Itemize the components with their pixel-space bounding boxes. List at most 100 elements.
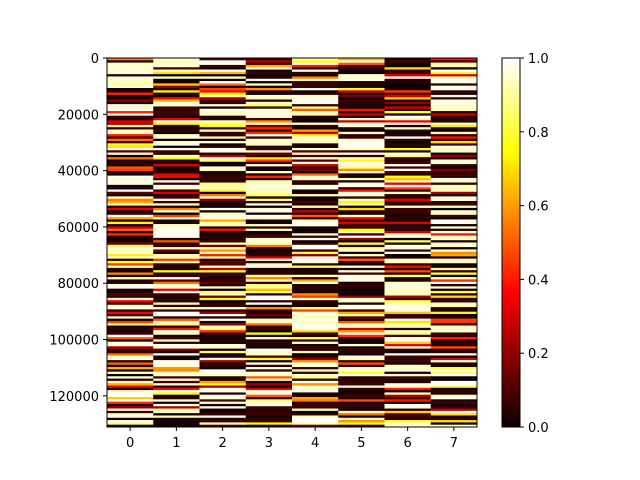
- heatmap-cell: [338, 147, 385, 151]
- heatmap-cell: [107, 221, 154, 225]
- heatmap-cell: [199, 58, 247, 61]
- heatmap-cell: [199, 166, 247, 169]
- heatmap-cell: [245, 401, 293, 405]
- heatmap-cell: [107, 60, 154, 63]
- heatmap-cell: [338, 177, 385, 181]
- heatmap-cell: [199, 60, 247, 63]
- heatmap-cell: [338, 242, 385, 246]
- heatmap-cell: [199, 141, 247, 144]
- heatmap-cell: [153, 258, 200, 262]
- heatmap-cell: [107, 380, 154, 384]
- heatmap-cell: [199, 415, 247, 419]
- heatmap-cell: [430, 339, 478, 342]
- heatmap-cell: [199, 281, 247, 285]
- heatmap-cell: [430, 131, 478, 135]
- heatmap-cell: [384, 286, 432, 289]
- heatmap-cell: [153, 207, 200, 211]
- heatmap-cell: [199, 247, 247, 250]
- heatmap-cell: [107, 113, 154, 116]
- heatmap-cell: [292, 111, 339, 114]
- heatmap-cell: [199, 138, 247, 142]
- heatmap-cell: [153, 376, 200, 379]
- heatmap-cell: [153, 378, 200, 382]
- heatmap-cell: [430, 406, 478, 409]
- heatmap-cell: [430, 237, 478, 241]
- heatmap-cell: [107, 355, 154, 359]
- heatmap-cell: [338, 357, 385, 361]
- heatmap-cell: [107, 136, 154, 140]
- heatmap-cell: [245, 362, 293, 366]
- heatmap-cell: [338, 309, 385, 312]
- heatmap-cell: [199, 424, 247, 428]
- heatmap-cell: [430, 267, 478, 271]
- heatmap-cell: [199, 371, 247, 375]
- heatmap-cell: [199, 286, 247, 289]
- heatmap-cell: [384, 290, 432, 294]
- heatmap-cell: [292, 85, 339, 89]
- heatmap-cell: [384, 120, 432, 123]
- heatmap-cell: [245, 71, 293, 75]
- heatmap-cell: [338, 302, 385, 306]
- heatmap-cell: [153, 260, 200, 264]
- heatmap-cell: [199, 147, 247, 151]
- heatmap-cell: [245, 302, 293, 306]
- heatmap-cell: [199, 106, 247, 110]
- heatmap-cell: [107, 217, 154, 220]
- heatmap-cell: [338, 230, 385, 234]
- heatmap-cell: [338, 205, 385, 209]
- heatmap-cell: [292, 157, 339, 160]
- heatmap-cell: [199, 399, 247, 402]
- heatmap-cell: [245, 127, 293, 130]
- heatmap-cell: [430, 184, 478, 188]
- heatmap-cell: [384, 71, 432, 75]
- heatmap-cell: [384, 406, 432, 409]
- heatmap-cell: [153, 318, 200, 322]
- heatmap-cell: [292, 357, 339, 361]
- heatmap-cell: [292, 325, 339, 329]
- heatmap-cell: [384, 97, 432, 100]
- heatmap-cell: [107, 256, 154, 259]
- heatmap-cell: [338, 228, 385, 232]
- heatmap-cell: [199, 390, 247, 393]
- heatmap-cell: [292, 237, 339, 241]
- heatmap-cell: [199, 168, 247, 172]
- heatmap-cell: [338, 237, 385, 241]
- heatmap-cell: [430, 157, 478, 160]
- heatmap-cell: [338, 131, 385, 135]
- heatmap-cell: [153, 284, 200, 287]
- heatmap-cell: [292, 399, 339, 402]
- heatmap-cell: [153, 113, 200, 116]
- heatmap-cell: [430, 224, 478, 227]
- heatmap-cell: [292, 141, 339, 144]
- heatmap-cell: [292, 194, 339, 197]
- heatmap-cell: [245, 394, 293, 398]
- heatmap-cell: [199, 320, 247, 324]
- heatmap-cell: [245, 270, 293, 273]
- heatmap-cell: [107, 131, 154, 135]
- x-tick-label: 7: [450, 436, 458, 451]
- heatmap-cell: [199, 339, 247, 342]
- heatmap-cell: [245, 189, 293, 193]
- heatmap-cell: [338, 226, 385, 229]
- heatmap-cell: [107, 69, 154, 73]
- heatmap-cell: [384, 157, 432, 160]
- heatmap-cell: [245, 316, 293, 319]
- heatmap-cell: [384, 217, 432, 220]
- heatmap-cell: [107, 83, 154, 86]
- heatmap-cell: [292, 235, 339, 239]
- heatmap-cell: [153, 420, 200, 423]
- heatmap-cell: [199, 71, 247, 75]
- heatmap-cell: [292, 364, 339, 368]
- heatmap-cell: [153, 171, 200, 174]
- heatmap-cell: [384, 265, 432, 269]
- heatmap-cell: [430, 313, 478, 317]
- heatmap-cell: [245, 74, 293, 77]
- heatmap-cell: [430, 390, 478, 393]
- heatmap-cell: [430, 244, 478, 248]
- heatmap-cell: [430, 258, 478, 262]
- heatmap-cell: [107, 99, 154, 103]
- heatmap-cell: [384, 78, 432, 82]
- heatmap-cell: [384, 422, 432, 425]
- heatmap-cell: [199, 406, 247, 409]
